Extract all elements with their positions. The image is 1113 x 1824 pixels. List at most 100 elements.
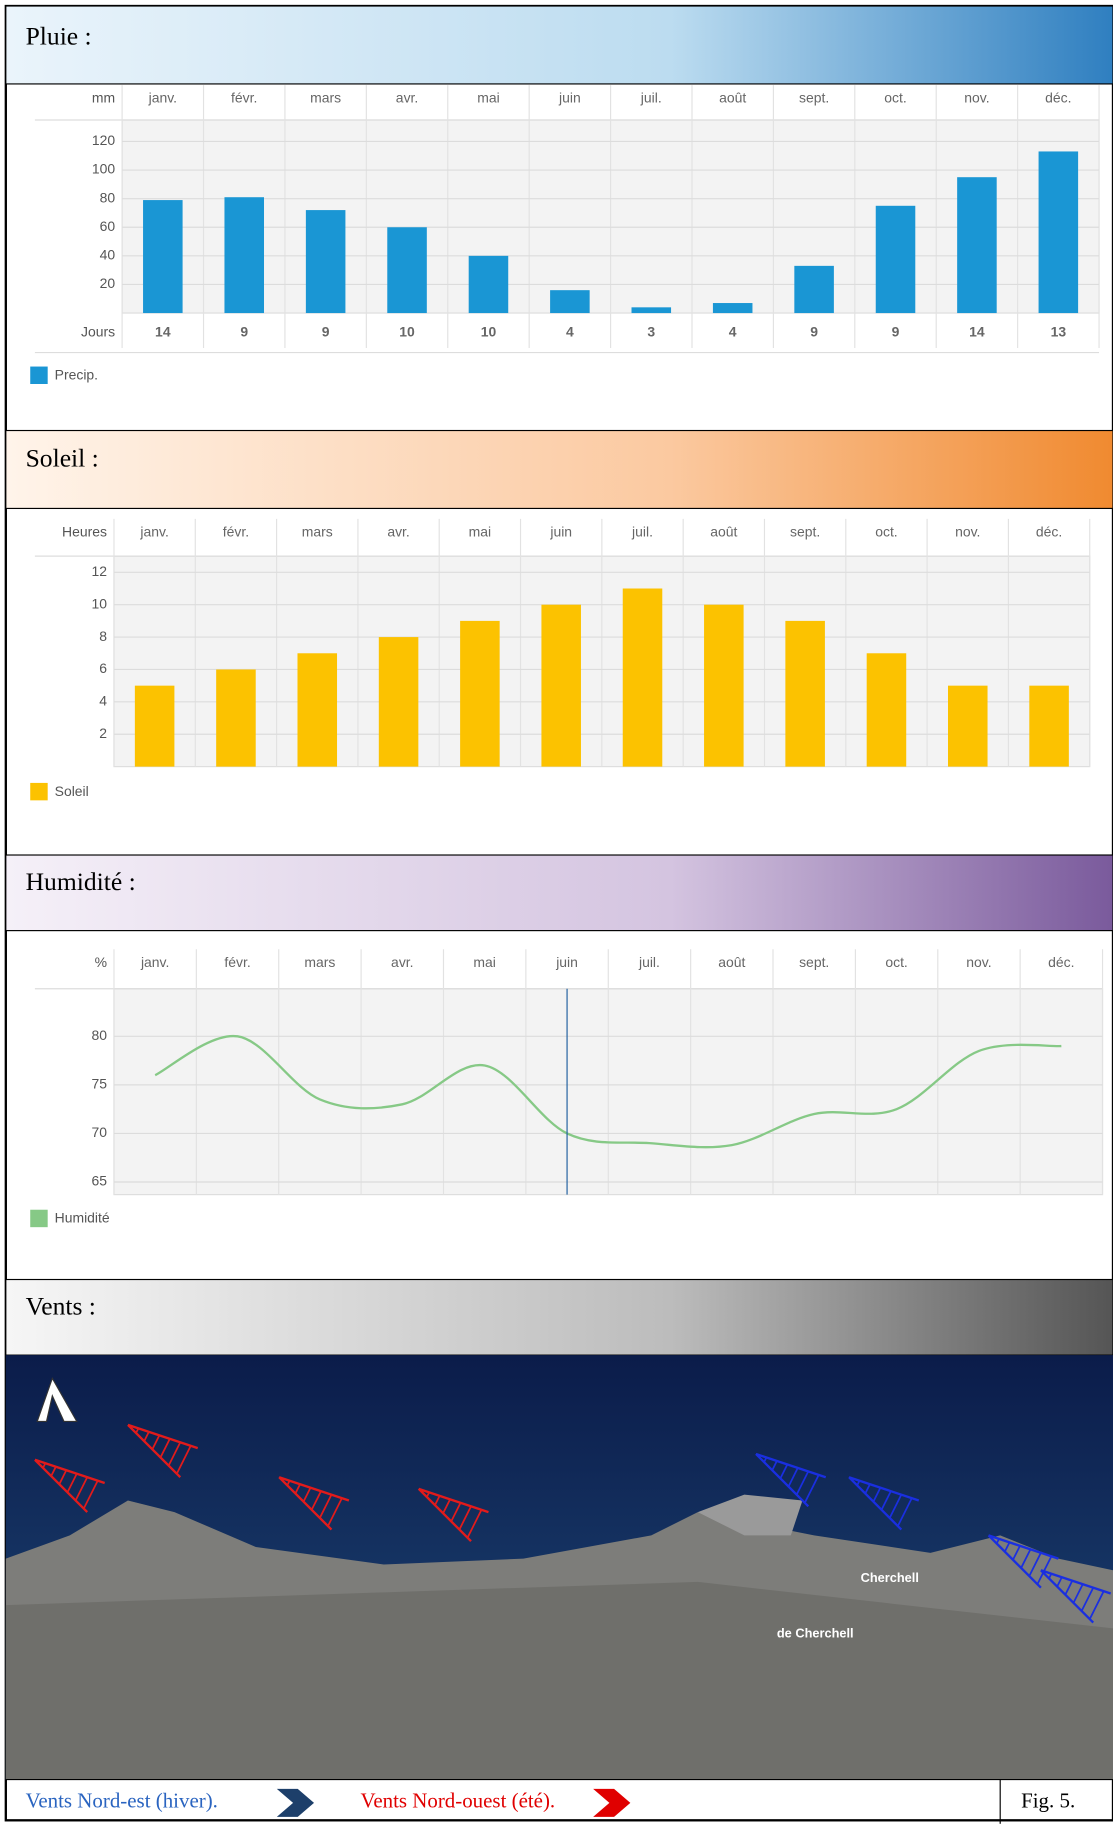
x-tick-label: août xyxy=(718,954,745,970)
bar xyxy=(297,653,337,766)
y-tick-label: 10 xyxy=(91,595,107,611)
x-tick-label: avr. xyxy=(387,524,409,540)
legend-text: Vents Nord-ouest (été). xyxy=(361,1789,556,1813)
x-tick-label: juin xyxy=(558,90,581,106)
bar xyxy=(704,605,744,767)
y-tick-label: 80 xyxy=(91,1027,107,1043)
bar xyxy=(224,197,264,313)
bar xyxy=(713,303,753,313)
x-tick-label: févr. xyxy=(223,524,249,540)
map-label: de Cherchell xyxy=(777,1626,854,1641)
legend-swatch xyxy=(30,1210,47,1227)
legend-label: Precip. xyxy=(55,367,98,383)
x-tick-label: janv. xyxy=(148,90,177,106)
bar xyxy=(216,669,256,766)
y-tick-label: 8 xyxy=(99,628,107,644)
y-tick-label: 70 xyxy=(91,1124,107,1140)
section-header xyxy=(6,855,1113,931)
x-tick-label: oct. xyxy=(884,90,906,106)
row-label: Jours xyxy=(81,324,115,340)
x-tick-label: nov. xyxy=(966,954,991,970)
y-tick-label: 20 xyxy=(100,275,116,291)
legend-label: Humidité xyxy=(55,1210,110,1226)
x-tick-label: sept. xyxy=(790,524,820,540)
y-tick-label: 60 xyxy=(100,218,116,234)
document: Pluie : Soleil : Humidité : Vents : Cher… xyxy=(0,0,1113,1824)
y-tick-label: 2 xyxy=(99,725,107,741)
row-value: 14 xyxy=(155,324,171,340)
x-tick-label: juin xyxy=(555,954,578,970)
map-label: Cherchell xyxy=(861,1570,919,1585)
section-title: Pluie : xyxy=(26,21,92,50)
section-title: Vents : xyxy=(26,1291,96,1320)
x-tick-label: déc. xyxy=(1045,90,1071,106)
bar xyxy=(379,637,419,767)
x-tick-label: mai xyxy=(473,954,495,970)
bar xyxy=(550,290,590,313)
figure-label: Fig. 5. xyxy=(1021,1789,1075,1813)
y-tick-label: 100 xyxy=(92,161,116,177)
legend-swatch xyxy=(30,783,47,800)
legend-arrow xyxy=(593,1789,630,1817)
x-tick-label: janv. xyxy=(139,524,168,540)
x-tick-label: juin xyxy=(549,524,572,540)
y-tick-label: 12 xyxy=(91,563,107,579)
x-tick-label: juil. xyxy=(631,524,653,540)
bar xyxy=(867,653,907,766)
y-tick-label: 120 xyxy=(92,132,116,148)
x-tick-label: août xyxy=(710,524,737,540)
section-header xyxy=(6,1280,1113,1356)
y-tick-label: 6 xyxy=(99,660,107,676)
row-value: 10 xyxy=(481,324,497,340)
page: {"sections":[{"title":"Pluie :"},{"title… xyxy=(0,0,1113,1824)
x-tick-label: nov. xyxy=(955,524,980,540)
bar xyxy=(794,266,834,313)
row-value: 4 xyxy=(566,324,574,340)
row-value: 4 xyxy=(729,324,737,340)
bar xyxy=(1039,151,1079,313)
unit-label: Heures xyxy=(62,524,107,540)
x-tick-label: août xyxy=(719,90,746,106)
bar xyxy=(387,227,427,313)
legend-label: Soleil xyxy=(55,783,89,799)
row-value: 9 xyxy=(810,324,818,340)
bar xyxy=(469,256,509,313)
x-tick-label: mars xyxy=(310,90,341,106)
bar xyxy=(948,686,988,767)
y-tick-label: 40 xyxy=(100,247,116,263)
y-tick-label: 4 xyxy=(99,693,107,709)
section-header xyxy=(6,431,1113,509)
bar xyxy=(541,605,581,767)
x-tick-label: mai xyxy=(477,90,499,106)
x-tick-label: mai xyxy=(469,524,491,540)
row-value: 9 xyxy=(240,324,248,340)
section-title: Soleil : xyxy=(26,444,99,473)
row-value: 14 xyxy=(969,324,985,340)
x-tick-label: avr. xyxy=(391,954,413,970)
x-tick-label: mars xyxy=(304,954,335,970)
row-value: 9 xyxy=(892,324,900,340)
bar xyxy=(785,621,825,767)
bar xyxy=(876,206,916,313)
x-tick-label: juil. xyxy=(640,90,662,106)
section-header xyxy=(6,6,1113,84)
legend-swatch xyxy=(30,367,47,384)
x-tick-label: janv. xyxy=(140,954,169,970)
x-tick-label: sept. xyxy=(799,90,829,106)
y-tick-label: 65 xyxy=(91,1173,107,1189)
row-value: 10 xyxy=(399,324,415,340)
x-tick-label: févr. xyxy=(224,954,250,970)
bar xyxy=(623,589,663,767)
x-tick-label: déc. xyxy=(1048,954,1074,970)
row-value: 9 xyxy=(322,324,330,340)
x-tick-label: sept. xyxy=(799,954,829,970)
bar xyxy=(143,200,183,313)
wind-map: Cherchell de Cherchell xyxy=(6,1355,1113,1779)
x-tick-label: févr. xyxy=(231,90,257,106)
row-value: 13 xyxy=(1051,324,1067,340)
land-shade xyxy=(6,1582,1113,1780)
bar xyxy=(632,307,672,313)
x-tick-label: oct. xyxy=(875,524,897,540)
x-tick-label: oct. xyxy=(885,954,907,970)
x-tick-label: avr. xyxy=(396,90,418,106)
